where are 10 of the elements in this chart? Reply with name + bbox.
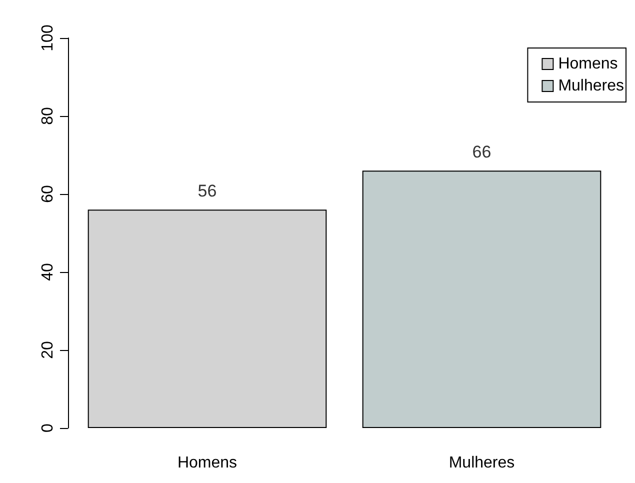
data-label: 56 [198, 182, 217, 201]
y-tick-label: 20 [40, 341, 56, 359]
y-tick-label: 0 [40, 423, 56, 432]
legend-label: Homens [558, 56, 618, 72]
data-label: 66 [472, 142, 492, 162]
y-tick-label: 80 [40, 107, 56, 125]
y-tick-label: 100 [40, 24, 56, 52]
y-tick-label: 40 [40, 263, 56, 281]
y-tick-label: 60 [40, 185, 56, 203]
legend-label: Mulheres [558, 78, 624, 94]
